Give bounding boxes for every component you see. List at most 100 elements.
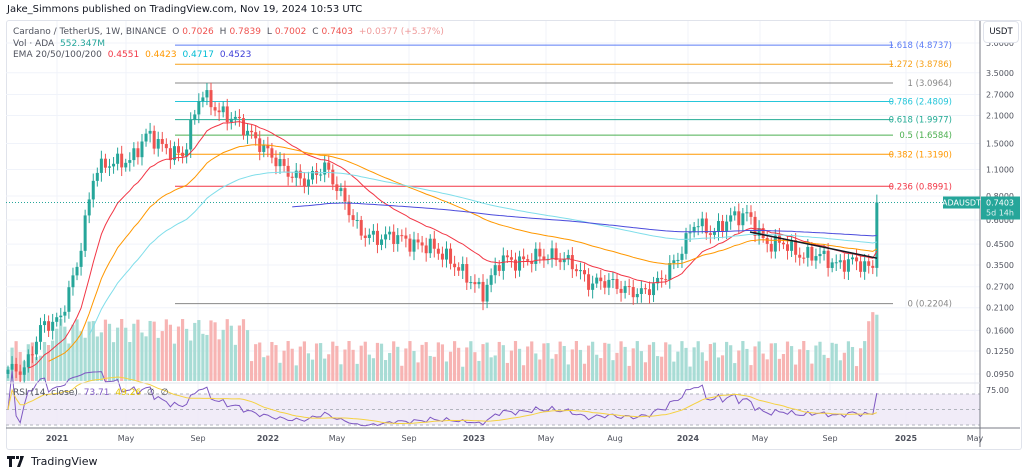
candle [826,250,830,268]
volume-bar [457,347,461,381]
volume-bar [595,354,599,381]
price-tick-label: 0.2100 [986,304,1014,313]
candle [717,221,720,232]
candle [185,149,189,157]
volume-bar [428,355,432,381]
fib-level-label: 0.382 (1.3190) [889,150,952,160]
candle [160,138,164,145]
volume-bar [631,348,635,381]
candle [769,243,773,252]
volume-bar [172,343,177,381]
volume-bar [160,331,164,381]
volume-bar [729,345,733,381]
volume-bar [469,341,473,381]
volume-bar [534,353,538,381]
volume-label[interactable]: Vol · ADA [13,39,55,49]
volume-bar [680,341,684,381]
volume-bar [574,341,578,381]
candle [700,218,704,227]
volume-bar [725,341,729,381]
volume-bar [664,342,668,381]
close-value: 0.7403 [321,27,354,37]
volume-bar [327,354,331,381]
volume-bar [91,320,95,381]
volume-bar [810,363,814,381]
rsi-label[interactable]: RSI (14, close) [13,388,78,398]
hidden-icon[interactable]: ∅ [160,388,169,398]
candle [246,130,250,136]
volume-bar [266,355,270,381]
candle [128,160,132,163]
volume-bar [639,351,643,381]
volume-bar [859,348,863,381]
fib-level-label: 1.272 (3.8786) [889,60,952,70]
candle [116,153,120,164]
volume-bar [708,344,712,381]
candle [327,162,331,170]
volume-bar [753,346,757,381]
currency-button[interactable]: USDT [983,21,1019,43]
volume-bar [124,327,128,381]
candle [469,282,473,284]
candle [721,221,725,232]
ema-label[interactable]: EMA 20/50/100/200 [13,50,102,60]
volume-bar [530,341,534,381]
candle [457,267,461,271]
volume-bar [258,342,262,381]
candle [428,238,432,254]
candle [814,256,818,261]
candle [229,118,233,123]
candle [875,202,879,268]
candle [440,253,444,260]
price-tick-label: 0.3500 [986,261,1014,270]
candle [461,264,465,271]
volume-bar [745,348,749,381]
volume-bar [473,352,477,381]
symbol-tag-label: ADAUSDT [942,199,981,208]
ema50-line [48,144,878,362]
candle [859,261,863,272]
candle [213,107,217,111]
volume-bar [526,346,530,381]
tradingview-logo-icon [7,456,24,467]
volume-bar [282,350,286,381]
candle [108,166,111,168]
volume-bar [343,349,347,381]
candle [136,148,140,158]
volume-bar [505,362,509,381]
volume-bar [136,319,140,381]
candle [680,253,684,260]
candle [786,244,790,251]
candle [550,248,554,259]
volume-bar [87,321,91,381]
candle [562,259,566,263]
hidden-icon[interactable]: ∅ [147,388,155,398]
volume-bar [668,344,672,381]
candle [696,226,700,228]
candle [396,235,400,244]
volume-bar [497,341,501,381]
candle [619,288,623,293]
candle [254,132,258,139]
candle [408,238,412,252]
volume-bar [185,328,189,381]
volume-bar [850,346,855,381]
volume-bar [692,347,696,381]
price-tick-label: 1.5000 [986,140,1014,149]
symbol-name[interactable]: Cardano / TetherUS, 1W, BINANCE [13,27,167,37]
candle [335,184,339,192]
candle [339,188,343,192]
volume-bar [660,356,664,381]
ema50-value: 0.4423 [145,50,177,60]
volume-bar [148,320,152,381]
volume-bar [672,361,676,381]
logo-text: TradingView [31,455,98,468]
price-tag [981,196,1020,220]
candle [489,275,493,285]
tradingview-logo[interactable]: TradingView [7,455,97,468]
volume-bar [250,361,254,381]
volume-bar [688,366,692,381]
candle [416,239,420,243]
time-tick-label: May [967,434,984,443]
